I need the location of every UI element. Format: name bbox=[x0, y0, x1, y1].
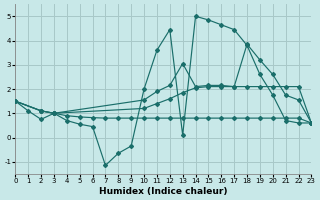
X-axis label: Humidex (Indice chaleur): Humidex (Indice chaleur) bbox=[99, 187, 228, 196]
